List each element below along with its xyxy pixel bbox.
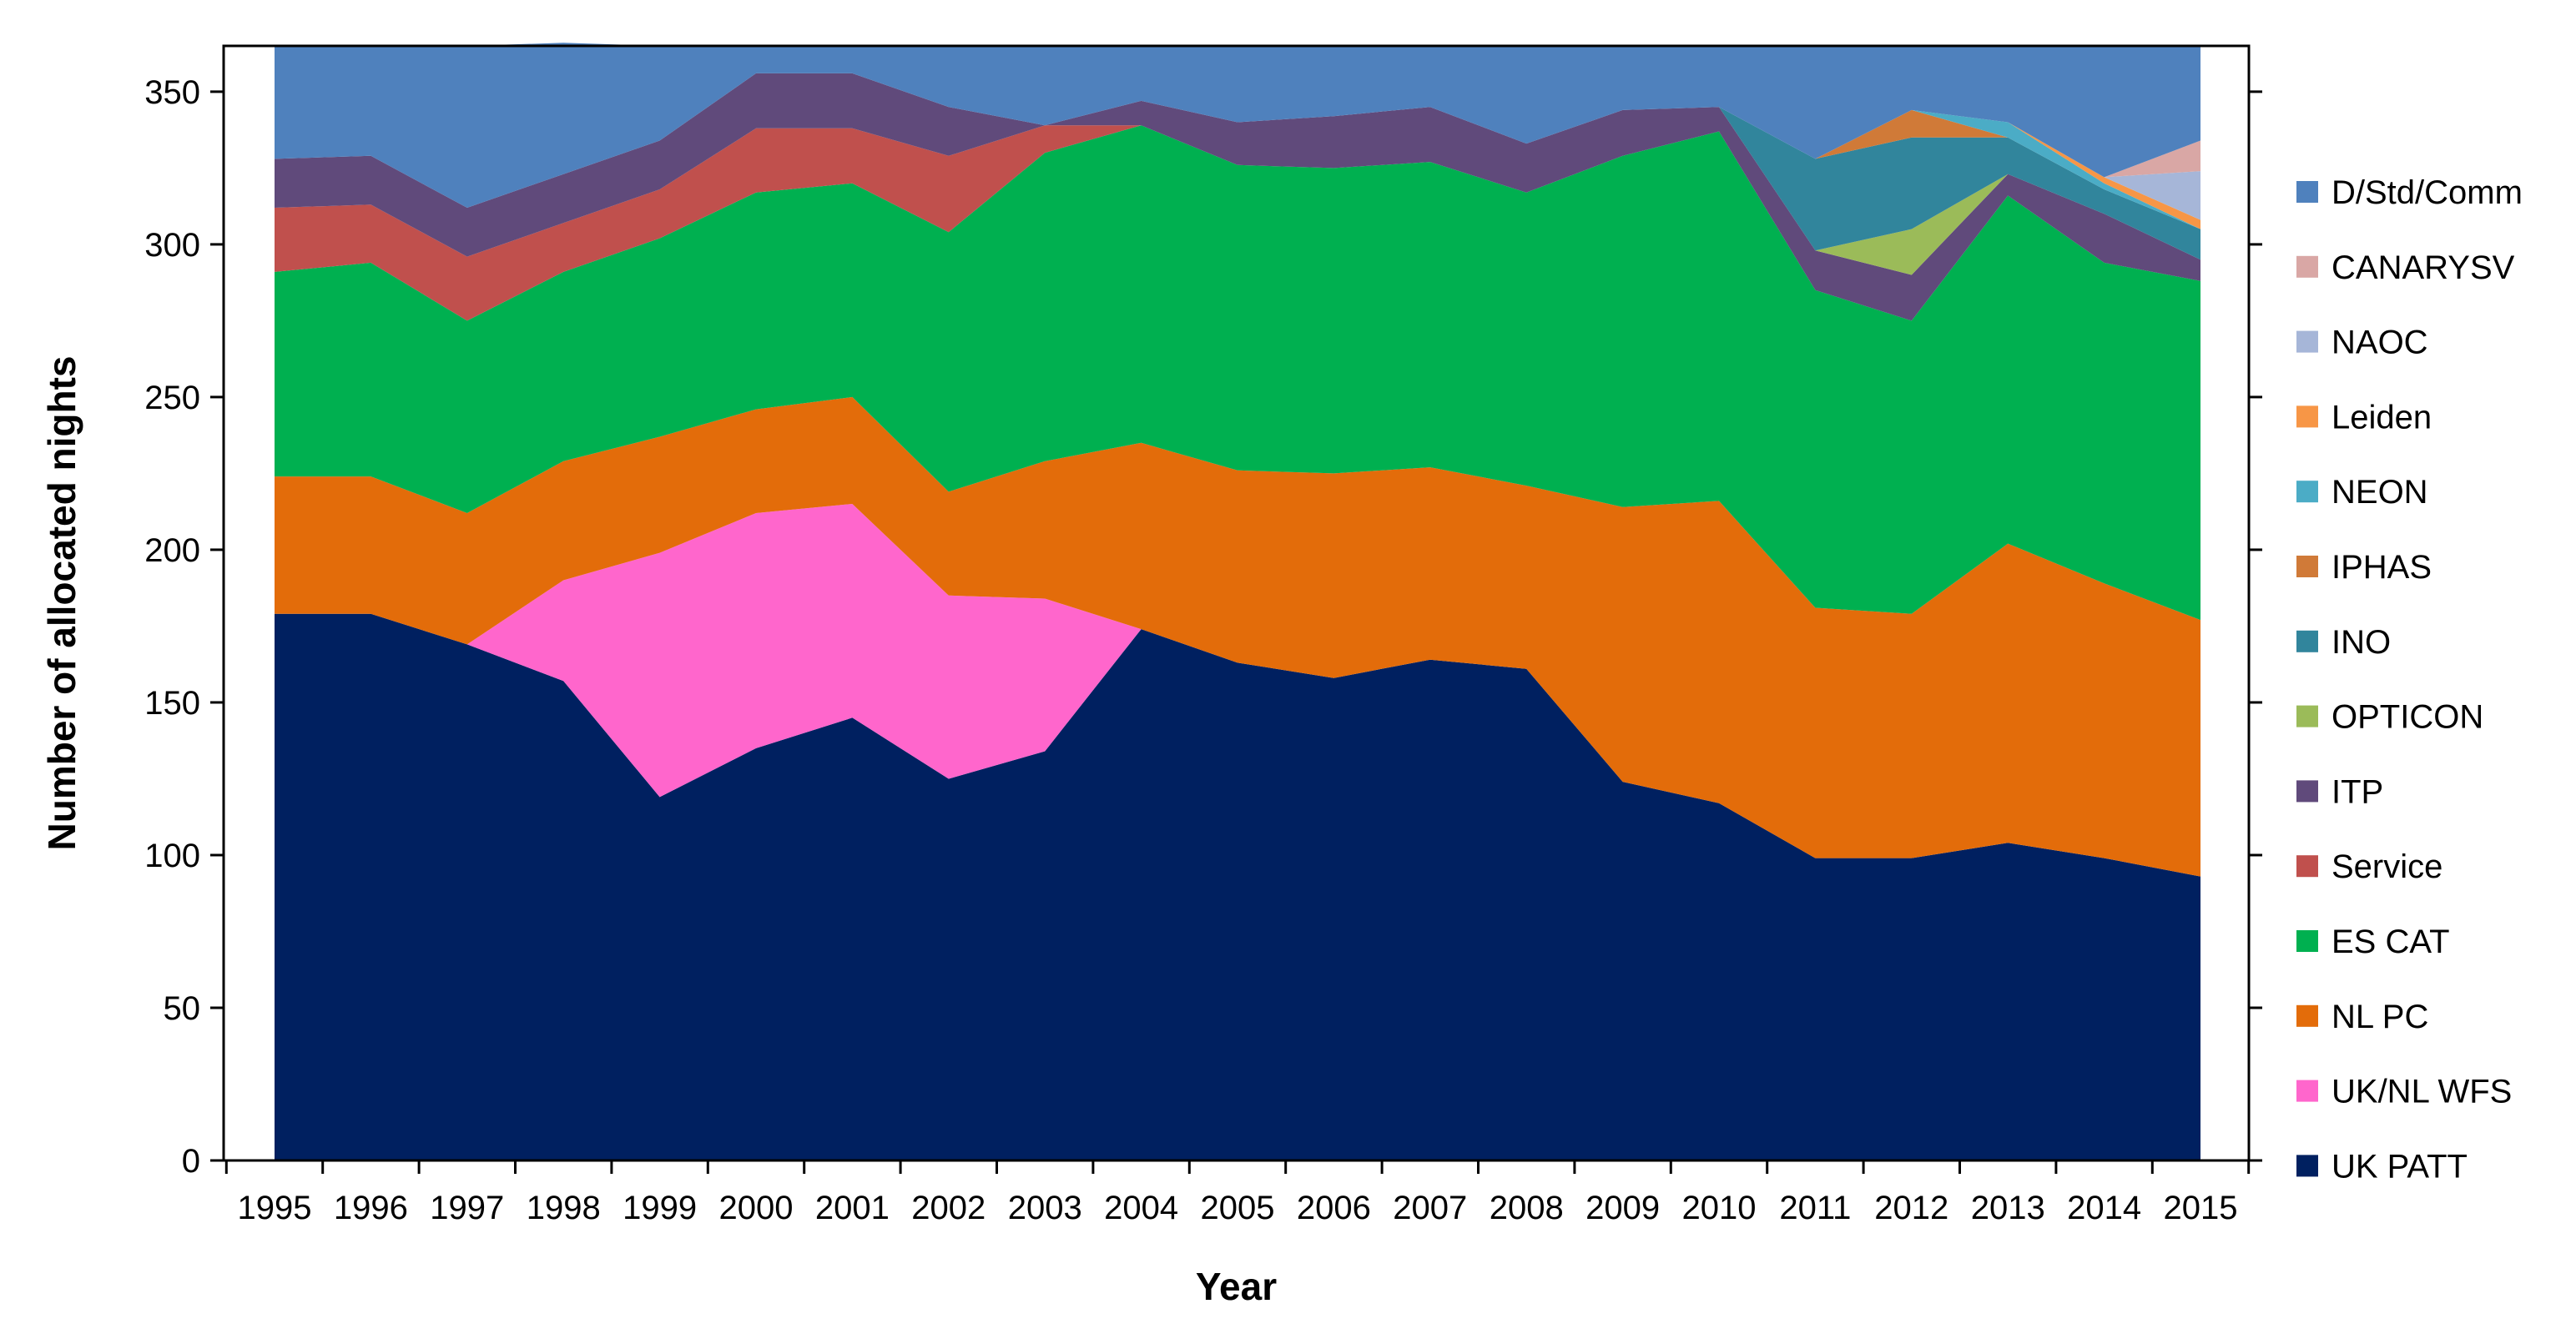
legend-swatch-ino	[2296, 630, 2318, 652]
legend-label-d-std-comm: D/Std/Comm	[2332, 174, 2523, 211]
legend-label-canarysv: CANARYSV	[2332, 249, 2515, 286]
x-tick-label: 2015	[2164, 1190, 2238, 1226]
legend-label-uk-nl-wfs: UK/NL WFS	[2332, 1074, 2512, 1110]
legend-label-naoc: NAOC	[2332, 325, 2428, 361]
x-tick-label: 1997	[430, 1190, 504, 1226]
x-tick-label: 2014	[2067, 1190, 2141, 1226]
x-tick-label: 2005	[1201, 1190, 1275, 1226]
legend-swatch-d-std-comm	[2296, 181, 2318, 203]
x-axis-title: Year	[1196, 1265, 1277, 1308]
legend: D/Std/Comm CANARYSV NAOC Leiden NEON IPHAS INO…	[2296, 174, 2523, 1185]
legend-swatch-opticon	[2296, 705, 2318, 727]
y-tick-label: 50	[164, 990, 201, 1027]
x-tick-label: 2009	[1585, 1190, 1660, 1226]
x-tick-label: 2007	[1393, 1190, 1467, 1226]
x-ticks-group: 1995 1996 1997 1998 1999 2000 2001 2002 2003 2004…	[238, 1190, 2238, 1226]
x-tick-label: 2010	[1682, 1190, 1757, 1226]
legend-swatch-uk-patt	[2296, 1155, 2318, 1177]
x-tick-label: 2000	[719, 1190, 794, 1226]
x-tick-label: 1995	[238, 1190, 312, 1226]
legend-swatch-service	[2296, 855, 2318, 878]
area-es-cat	[275, 125, 2200, 621]
legend-swatch-uk-nl-wfs	[2296, 1080, 2318, 1102]
area-itp	[275, 73, 2200, 321]
x-tick-label: 1998	[527, 1190, 601, 1226]
legend-swatch-itp	[2296, 780, 2318, 803]
axes-group	[210, 44, 2262, 1174]
legend-label-iphas: IPHAS	[2332, 549, 2432, 586]
legend-label-neon: NEON	[2332, 474, 2428, 511]
x-tick-label: 2003	[1008, 1190, 1082, 1226]
area-uk-nl-wfs	[275, 504, 2200, 877]
legend-swatch-canarysv	[2296, 255, 2318, 278]
legend-label-service: Service	[2332, 848, 2442, 885]
legend-label-nl-pc: NL PC	[2332, 999, 2428, 1035]
x-tick-label: 1996	[334, 1190, 408, 1226]
y-tick-label: 200	[144, 532, 200, 569]
area-series-group	[275, 43, 2200, 1160]
x-tick-label: 2008	[1490, 1190, 1564, 1226]
legend-label-opticon: OPTICON	[2332, 699, 2483, 736]
y-ticks-group: 0 50 100 150 200 250 300 350	[144, 74, 200, 1180]
area-nl-pc	[275, 396, 2200, 877]
area-ino	[275, 73, 2200, 260]
legend-swatch-neon	[2296, 481, 2318, 503]
legend-label-uk-patt: UK PATT	[2332, 1148, 2468, 1185]
legend-swatch-nl-pc	[2296, 1004, 2318, 1027]
area-d-std-comm	[275, 43, 2200, 208]
y-tick-label: 300	[144, 227, 200, 264]
x-tick-label: 2012	[1874, 1190, 1948, 1226]
legend-label-es-cat: ES CAT	[2332, 924, 2450, 960]
legend-swatch-iphas	[2296, 556, 2318, 577]
legend-swatch-naoc	[2296, 330, 2318, 353]
area-uk-patt	[275, 613, 2200, 1160]
legend-swatch-es-cat	[2296, 930, 2318, 952]
y-tick-label: 150	[144, 685, 200, 722]
x-tick-label: 2011	[1779, 1190, 1851, 1226]
x-tick-label: 2002	[911, 1190, 986, 1226]
y-tick-label: 250	[144, 380, 200, 416]
plot-frame	[222, 44, 2251, 1162]
x-tick-label: 2001	[815, 1190, 890, 1226]
legend-label-ino: INO	[2332, 624, 2391, 661]
x-tick-label: 2013	[1971, 1190, 2045, 1226]
y-tick-label: 100	[144, 838, 200, 874]
legend-label-itp: ITP	[2332, 773, 2383, 810]
area-service	[275, 125, 2200, 321]
y-tick-label: 350	[144, 74, 200, 111]
y-axis-title: Number of allocated nights	[40, 356, 83, 851]
x-tick-label: 2006	[1297, 1190, 1371, 1226]
legend-swatch-leiden	[2296, 405, 2318, 428]
y-tick-label: 0	[182, 1143, 200, 1180]
legend-label-leiden: Leiden	[2332, 399, 2432, 435]
x-tick-label: 2004	[1104, 1190, 1178, 1226]
x-tick-label: 1999	[623, 1190, 697, 1226]
